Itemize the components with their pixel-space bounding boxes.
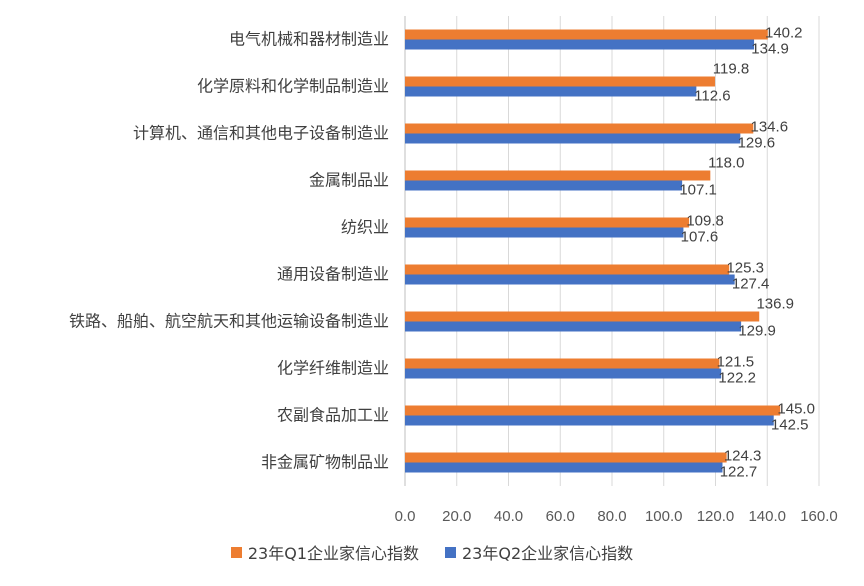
- legend-label-q2: 23年Q2企业家信心指数: [462, 544, 634, 563]
- bar-q2: [405, 368, 722, 379]
- category-label: 化学原料和化学制品制造业: [197, 77, 389, 96]
- category-label: 化学纤维制造业: [277, 359, 389, 378]
- bar-q2: [405, 321, 742, 332]
- legend-label-q1: 23年Q1企业家信心指数: [247, 544, 419, 563]
- data-label-q1: 118.0: [708, 155, 744, 172]
- x-tick-label: 120.0: [697, 508, 735, 525]
- x-tick-label: 80.0: [597, 508, 626, 525]
- bar-q1: [405, 217, 690, 228]
- bar-q2: [405, 86, 697, 97]
- bar-q2: [405, 274, 735, 285]
- data-label-q1: 140.2: [765, 25, 803, 42]
- data-label-q2: 122.7: [720, 464, 758, 481]
- category-label: 非金属矿物制品业: [261, 453, 389, 472]
- bar-q1: [405, 358, 720, 369]
- bar-q2: [405, 180, 683, 191]
- category-label: 电气机械和器材制造业: [229, 30, 389, 49]
- legend-item-q1: 23年Q1企业家信心指数: [230, 540, 419, 564]
- bar-q1: [405, 170, 711, 181]
- data-label-q1: 125.3: [726, 260, 764, 277]
- x-tick-label: 100.0: [645, 508, 683, 525]
- bar-q1: [405, 29, 768, 40]
- bar-q1: [405, 76, 715, 87]
- data-label-q1: 145.0: [777, 401, 815, 418]
- legend-swatch-q1: [230, 546, 242, 558]
- bar-q2: [405, 415, 774, 426]
- data-label-q2: 129.9: [738, 323, 776, 340]
- bar-q2: [405, 133, 741, 144]
- x-tick-label: 60.0: [546, 508, 575, 525]
- x-tick-label: 20.0: [442, 508, 471, 525]
- data-label-q1: 109.8: [686, 213, 724, 230]
- category-label: 金属制品业: [309, 171, 389, 190]
- x-tick-label: 0.0: [395, 508, 416, 525]
- bar-q1: [405, 264, 730, 275]
- bar-q1: [405, 311, 760, 322]
- category-label: 纺织业: [341, 218, 389, 237]
- data-label-q1: 119.8: [713, 61, 749, 78]
- category-label: 农副食品加工业: [277, 406, 389, 425]
- legend: 23年Q1企业家信心指数 23年Q2企业家信心指数: [0, 540, 864, 564]
- data-label-q2: 127.4: [732, 276, 770, 293]
- data-label-q2: 112.6: [694, 88, 730, 105]
- bar-q2: [405, 462, 723, 473]
- x-tick-label: 40.0: [494, 508, 523, 525]
- data-label-q2: 107.6: [681, 229, 719, 246]
- bar-q1: [405, 123, 754, 134]
- data-label-q1: 134.6: [751, 119, 789, 136]
- data-label-q2: 129.6: [738, 135, 776, 152]
- legend-item-q2: 23年Q2企业家信心指数: [445, 540, 633, 564]
- data-label-q2: 142.5: [771, 417, 809, 434]
- bar-chart: 0.0 20.0 40.0 60.0 80.0 100.0 120.0 140.0 160.0 电…: [69, 16, 838, 525]
- data-label-q2: 134.9: [751, 41, 789, 58]
- x-tick-label: 140.0: [748, 508, 786, 525]
- category-label: 铁路、船舶、航空航天和其他运输设备制造业: [69, 312, 389, 331]
- data-label-q1: 121.5: [717, 354, 755, 371]
- legend-swatch-q2: [445, 546, 456, 558]
- data-label-q2: 107.1: [679, 182, 717, 199]
- category-label: 通用设备制造业: [277, 265, 389, 284]
- bar-q1: [405, 452, 727, 463]
- category-label: 计算机、通信和其他电子设备制造业: [133, 124, 389, 143]
- x-tick-label: 160.0: [800, 508, 838, 525]
- bar-q2: [405, 227, 684, 238]
- bar-q2: [405, 39, 755, 50]
- data-label-q1: 136.9: [756, 296, 794, 313]
- data-label-q1: 124.3: [724, 448, 762, 465]
- bar-q1: [405, 405, 781, 416]
- data-label-q2: 122.2: [718, 370, 756, 387]
